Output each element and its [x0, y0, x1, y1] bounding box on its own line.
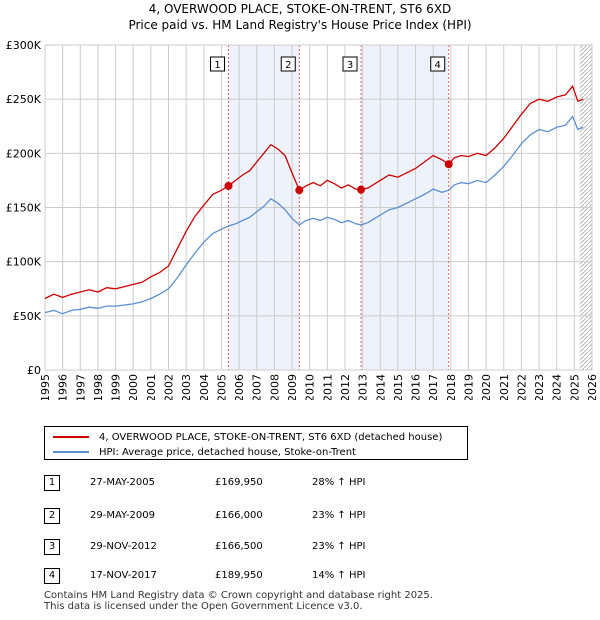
- transaction-id: 1: [44, 475, 60, 491]
- x-tick-label: 2020: [480, 374, 493, 400]
- legend-item-property: 4, OVERWOOD PLACE, STOKE-ON-TRENT, ST6 6…: [53, 430, 442, 444]
- transaction-date: 17-NOV-2017: [90, 570, 157, 581]
- x-tick-label: 2009: [286, 374, 299, 400]
- x-tick-label: 2023: [533, 374, 546, 400]
- y-tick-label: £100K: [6, 256, 42, 269]
- x-tick-label: 2018: [445, 374, 458, 400]
- sale-label: 3: [347, 60, 353, 71]
- x-tick-label: 2024: [551, 374, 564, 400]
- legend-label-property: 4, OVERWOOD PLACE, STOKE-ON-TRENT, ST6 6…: [99, 431, 443, 443]
- legend-swatch-hpi: [53, 451, 89, 453]
- x-tick-label: 2022: [515, 374, 528, 400]
- y-tick-label: £300K: [6, 39, 42, 52]
- sale-point: [295, 186, 304, 195]
- y-tick-label: £50K: [13, 310, 42, 323]
- x-tick-label: 2002: [163, 374, 176, 400]
- transaction-price: £166,000: [215, 510, 263, 521]
- y-tick-label: £0: [27, 364, 41, 377]
- x-tick-label: 2015: [392, 374, 405, 400]
- x-tick-label: 2001: [145, 374, 158, 400]
- x-tick-label: 1996: [57, 374, 70, 400]
- x-tick-label: 2014: [374, 374, 387, 400]
- x-tick-label: 2000: [127, 374, 140, 400]
- transaction-id: 3: [44, 539, 60, 555]
- x-tick-label: 2003: [180, 374, 193, 400]
- chart-subtitle: Price paid vs. HM Land Registry's House …: [128, 18, 472, 32]
- legend-label-hpi: HPI: Average price, detached house, Stok…: [99, 446, 356, 458]
- x-tick-label: 2007: [251, 374, 264, 400]
- y-tick-label: £200K: [6, 147, 42, 160]
- transaction-hpi: 28% ↑ HPI: [312, 477, 366, 488]
- series-line-hpi: [44, 115, 584, 315]
- sale-label: 4: [435, 60, 441, 71]
- transaction-date: 29-MAY-2009: [90, 510, 156, 521]
- legend: 4, OVERWOOD PLACE, STOKE-ON-TRENT, ST6 6…: [44, 426, 468, 460]
- legend-item-hpi: HPI: Average price, detached house, Stok…: [53, 445, 356, 459]
- transaction-price: £166,500: [215, 541, 263, 552]
- y-tick-label: £150K: [6, 202, 42, 215]
- y-tick-label: £250K: [6, 93, 42, 106]
- sale-point: [224, 181, 233, 190]
- x-tick-label: 2016: [410, 374, 423, 400]
- transaction-hpi: 23% ↑ HPI: [312, 510, 366, 521]
- x-tick-label: 2019: [462, 374, 475, 400]
- sale-label: 1: [214, 60, 220, 71]
- x-tick-label: 2012: [339, 374, 352, 400]
- sale-label-box: [342, 56, 358, 72]
- plot-frame: [44, 44, 593, 371]
- x-tick-label: 1997: [74, 374, 87, 400]
- sale-label-box: [280, 56, 296, 72]
- sale-label-box: [210, 56, 226, 72]
- sale-label: 2: [285, 60, 291, 71]
- x-tick-label: 2017: [427, 374, 440, 400]
- legend-swatch-property: [53, 436, 89, 438]
- transaction-price: £169,950: [215, 477, 263, 488]
- series-line-property: [44, 84, 584, 300]
- x-tick-label: 2021: [498, 374, 511, 400]
- transaction-date: 29-NOV-2012: [90, 541, 157, 552]
- x-tick-label: 2011: [321, 374, 334, 400]
- transaction-date: 27-MAY-2005: [90, 477, 156, 488]
- x-tick-label: 2004: [198, 374, 211, 400]
- x-tick-label: 2013: [357, 374, 370, 400]
- sale-label-box: [430, 56, 446, 72]
- transaction-hpi: 23% ↑ HPI: [312, 541, 366, 552]
- x-tick-label: 2010: [304, 374, 317, 400]
- transaction-id: 2: [44, 508, 60, 524]
- x-tick-label: 1998: [92, 374, 105, 400]
- price-chart: £0 £50K £100K £150K £200K £250K £300K 1995 1996 1…: [6, 39, 599, 400]
- footer-copyright: Contains HM Land Registry data © Crown c…: [44, 590, 433, 601]
- x-tick-label: 1995: [39, 374, 52, 400]
- sale-point: [444, 160, 453, 169]
- transaction-hpi: 14% ↑ HPI: [312, 570, 366, 581]
- chart-title: 4, OVERWOOD PLACE, STOKE-ON-TRENT, ST6 6…: [148, 2, 452, 16]
- transaction-price: £189,950: [215, 570, 263, 581]
- x-tick-label: 2008: [268, 374, 281, 400]
- x-tick-label: 1999: [110, 374, 123, 400]
- x-tick-label: 2005: [215, 374, 228, 400]
- x-tick-label: 2006: [233, 374, 246, 400]
- transaction-id: 4: [44, 568, 60, 584]
- sale-point: [357, 185, 366, 194]
- footer-license: This data is licensed under the Open Gov…: [44, 601, 363, 612]
- x-tick-label: 2025: [568, 374, 581, 400]
- x-tick-label: 2026: [586, 374, 599, 400]
